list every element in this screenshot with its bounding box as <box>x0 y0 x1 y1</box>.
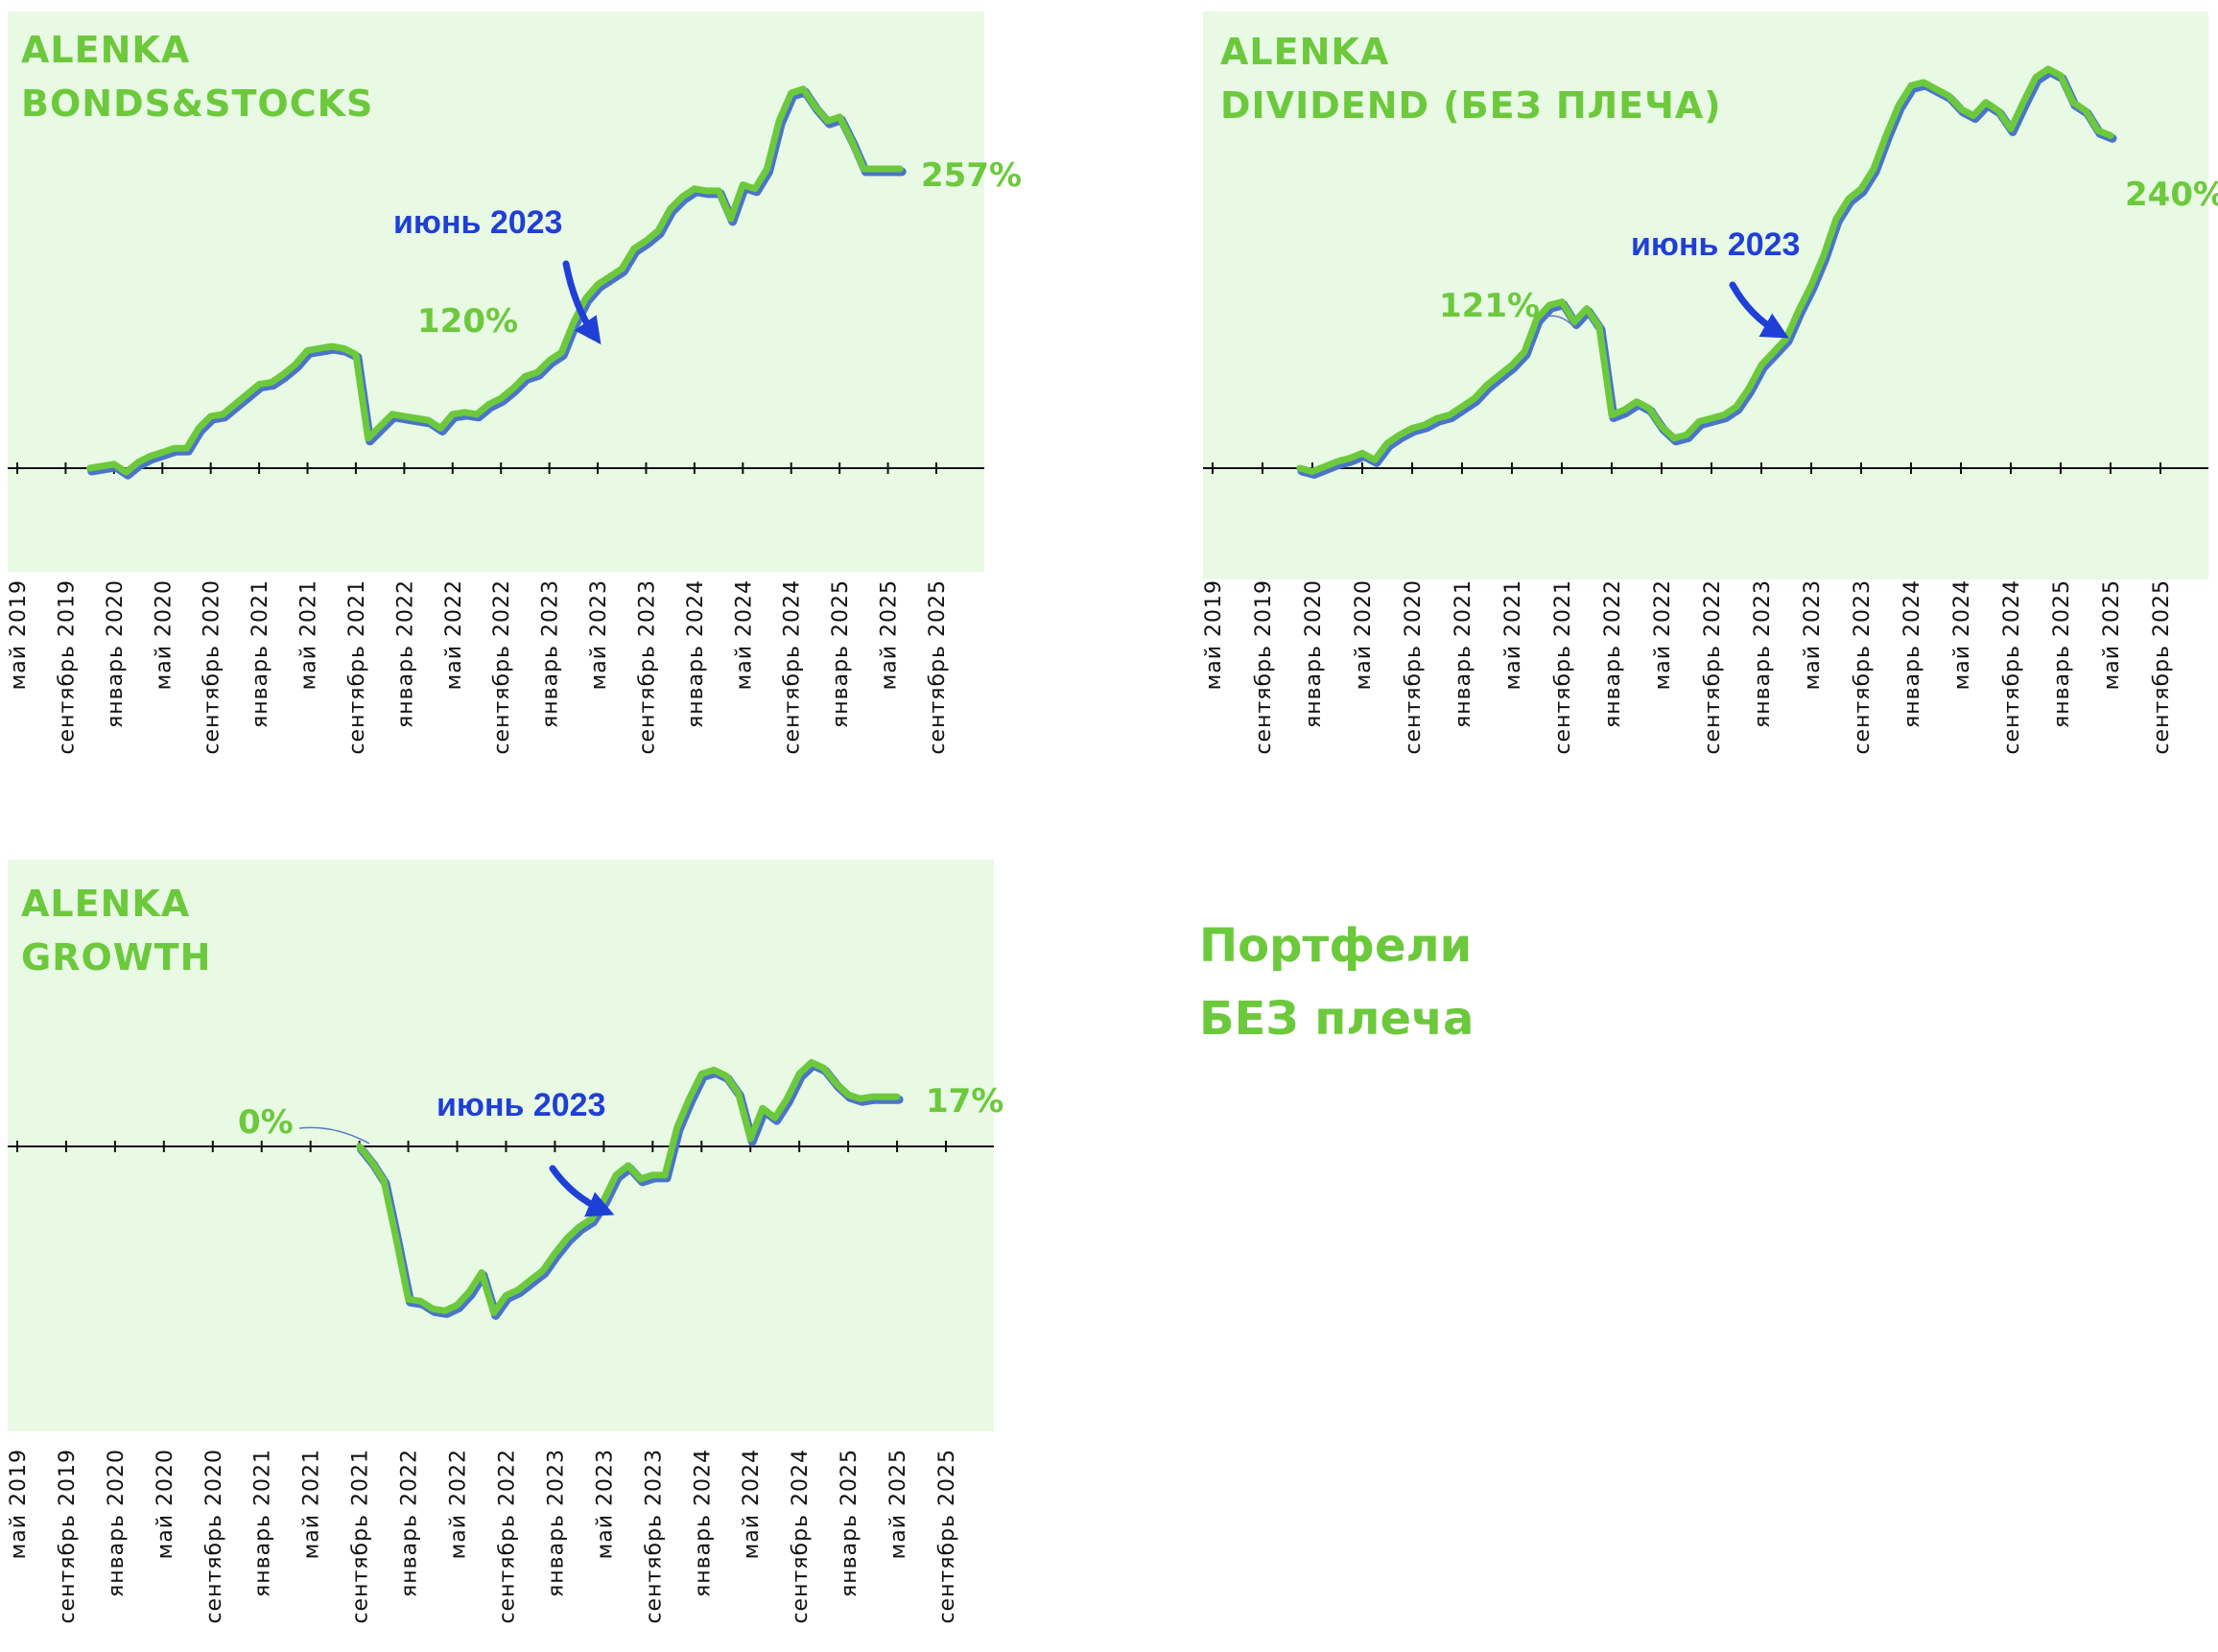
x-tick-label: сентябрь 2024 <box>781 579 805 755</box>
x-tick-label: сентябрь 2022 <box>490 579 514 755</box>
x-tick-label: сентябрь 2024 <box>2000 579 2024 755</box>
x-tick-label: май 2024 <box>740 1449 764 1559</box>
x-tick-label: май 2022 <box>1651 579 1675 690</box>
chart-subtitle: DIVIDEND (БЕЗ ПЛЕЧА) <box>1220 84 1722 127</box>
x-tick-label: сентябрь 2020 <box>202 1449 226 1624</box>
x-tick-label: май 2022 <box>442 579 466 690</box>
annotation-label: июнь 2023 <box>437 1087 605 1123</box>
x-tick-label: январь 2022 <box>398 1449 422 1597</box>
x-tick-label: сентябрь 2020 <box>201 579 224 755</box>
x-tick-label: январь 2023 <box>1751 579 1775 728</box>
x-tick-label: сентябрь 2025 <box>926 579 950 755</box>
x-tick-label: май 2025 <box>878 579 902 690</box>
x-tick-label: май 2023 <box>1801 579 1825 690</box>
chart-subtitle: GROWTH <box>21 936 211 979</box>
x-tick-label: январь 2021 <box>1451 579 1475 728</box>
x-tick-label: сентябрь 2023 <box>642 1449 666 1624</box>
x-tick-label: май 2023 <box>593 1449 617 1559</box>
x-tick-label: сентябрь 2019 <box>55 579 79 755</box>
x-tick-label: сентябрь 2021 <box>345 579 369 755</box>
x-tick-label: сентябрь 2025 <box>2150 579 2174 755</box>
end-value-label: 257% <box>921 156 1022 195</box>
peak-value-label: 0% <box>238 1103 294 1142</box>
x-tick-label: сентябрь 2023 <box>635 579 659 755</box>
x-tick-label: май 2024 <box>1950 579 1974 690</box>
annotation-arrow <box>549 1165 615 1217</box>
x-tick-label: январь 2021 <box>251 1449 275 1597</box>
x-tick-label: сентябрь 2022 <box>1701 579 1725 755</box>
chart-title: ALENKA <box>21 883 190 925</box>
chart-panel <box>1203 12 2208 579</box>
x-tick-label: май 2020 <box>153 1449 177 1559</box>
x-tick-label: январь 2024 <box>691 1449 715 1597</box>
chart-3: май 2019 сентябрь 2019 январь 2020 май 2020… <box>7 860 1003 1624</box>
chart-subtitle: BONDS&STOCKS <box>21 83 373 125</box>
peak-value-label: 121% <box>1439 287 1540 325</box>
x-tick-label: январь 2023 <box>544 1449 568 1597</box>
side-text-line2: БЕЗ плеча <box>1199 992 1474 1046</box>
annotation-arrow <box>562 260 602 345</box>
x-tick-label: январь 2020 <box>104 579 128 728</box>
label-leader-line <box>298 1126 370 1145</box>
x-tick-label: сентябрь 2019 <box>1252 579 1276 755</box>
x-tick-label: май 2021 <box>300 1449 324 1559</box>
x-tick-label: сентябрь 2025 <box>935 1449 959 1624</box>
x-tick-label: сентябрь 2019 <box>56 1449 80 1624</box>
x-tick-label: май 2020 <box>1352 579 1376 690</box>
series-line <box>356 1058 901 1316</box>
peak-value-label: 120% <box>417 302 518 341</box>
chart-2: май 2019 сентябрь 2019 январь 2020 май 2020… <box>1202 12 2218 755</box>
x-tick-label: январь 2022 <box>393 579 417 728</box>
chart-title: ALENKA <box>21 29 190 71</box>
x-tick-label: май 2020 <box>152 579 176 690</box>
x-tick-label: май 2019 <box>7 1449 31 1559</box>
x-tick-label: май 2021 <box>1501 579 1525 690</box>
annotation-label: июнь 2023 <box>1631 226 1800 263</box>
end-value-label: 17% <box>926 1082 1003 1121</box>
x-tick-label: сентябрь 2023 <box>1851 579 1875 755</box>
label-leader-line <box>1546 315 1576 329</box>
x-tick-label: сентябрь 2021 <box>1551 579 1575 755</box>
x-tick-label: май 2025 <box>2100 579 2124 690</box>
x-tick-label: январь 2022 <box>1601 579 1625 728</box>
x-tick-label: январь 2025 <box>2050 579 2074 728</box>
x-tick-label: май 2021 <box>297 579 321 690</box>
x-tick-label: январь 2023 <box>539 579 563 728</box>
chart-1: май 2019 сентябрь 2019 январь 2020 май 2020… <box>7 12 1022 755</box>
x-tick-label: май 2025 <box>886 1449 910 1559</box>
x-tick-label: январь 2025 <box>829 579 853 728</box>
x-tick-label: май 2023 <box>587 579 611 690</box>
chart-panel <box>8 12 984 572</box>
x-tick-label: январь 2024 <box>1900 579 1924 728</box>
x-tick-label: май 2019 <box>1202 579 1226 690</box>
charts-group: май 2019 сентябрь 2019 январь 2020 май 2020… <box>7 12 2218 1624</box>
side-text-line1: Портфели <box>1199 919 1472 973</box>
x-tick-label: сентябрь 2022 <box>495 1449 519 1624</box>
annotation-label: июнь 2023 <box>393 204 562 241</box>
series-line <box>1296 65 2114 475</box>
x-tick-label: сентябрь 2021 <box>349 1449 373 1624</box>
x-tick-label: май 2024 <box>732 579 756 690</box>
chart-title: ALENKA <box>1220 31 1389 73</box>
x-tick-label: май 2019 <box>7 579 31 690</box>
x-tick-label: май 2022 <box>447 1449 471 1559</box>
x-tick-label: январь 2020 <box>105 1449 129 1597</box>
end-value-label: 240% <box>2125 176 2218 214</box>
x-tick-label: сентябрь 2024 <box>789 1449 813 1624</box>
x-tick-label: январь 2020 <box>1302 579 1326 728</box>
x-tick-label: январь 2021 <box>248 579 272 728</box>
x-tick-label: сентябрь 2020 <box>1402 579 1426 755</box>
series-line <box>86 85 904 476</box>
x-tick-label: январь 2025 <box>838 1449 861 1597</box>
annotation-arrow <box>1729 281 1789 339</box>
x-tick-label: январь 2024 <box>684 579 708 728</box>
